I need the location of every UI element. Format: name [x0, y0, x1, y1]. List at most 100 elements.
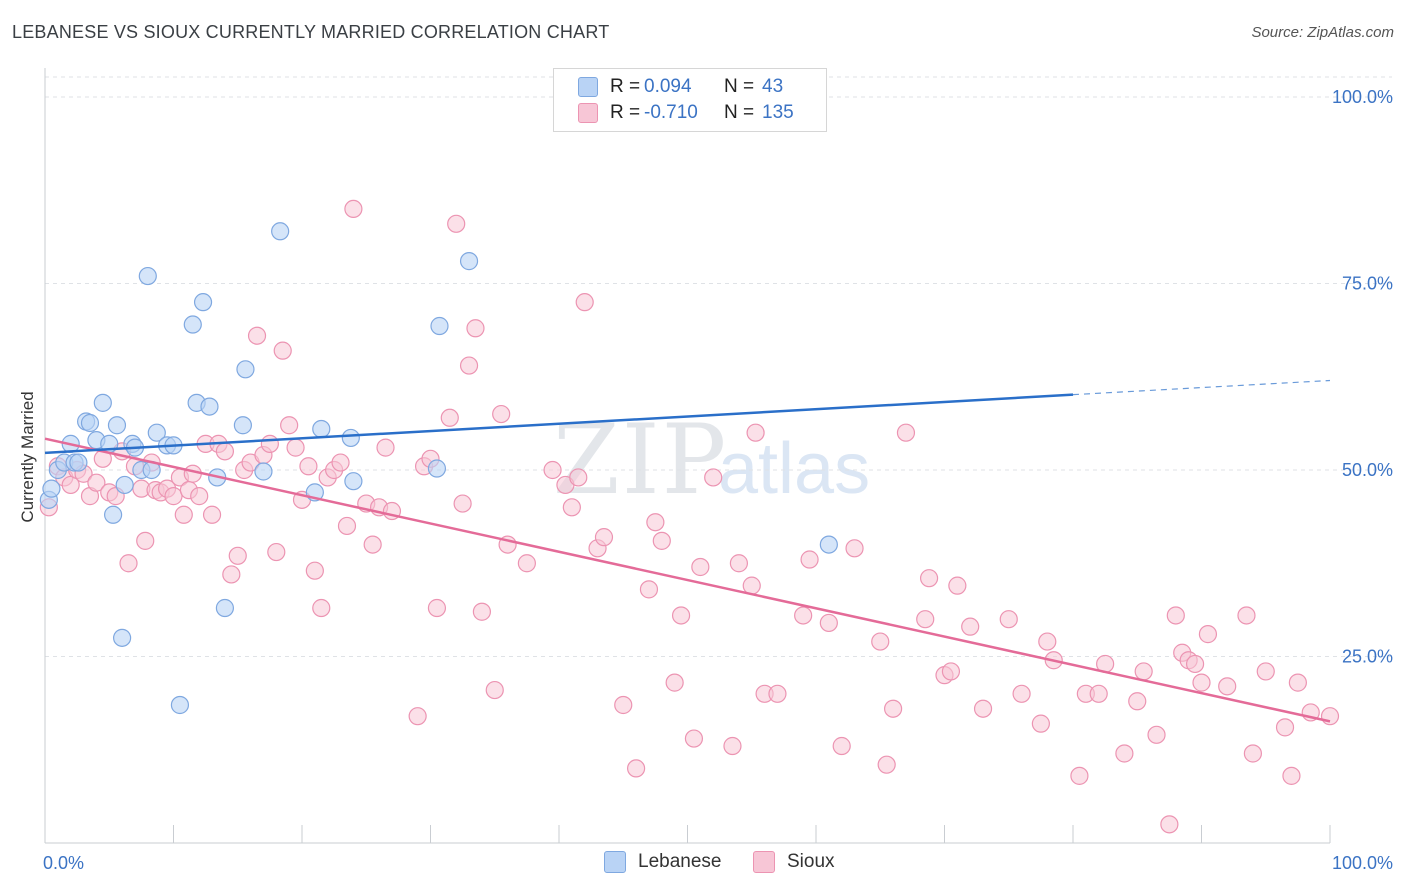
sioux-point	[1282, 766, 1301, 785]
source-credit: Source: ZipAtlas.com	[1251, 24, 1394, 41]
sioux-point	[376, 438, 395, 457]
sioux-point	[871, 632, 890, 651]
sioux-point	[1031, 714, 1050, 733]
n-value: 43	[762, 76, 784, 97]
sioux-point	[485, 680, 504, 700]
y-tick-label: 75.0%	[1342, 274, 1393, 294]
sioux-point	[459, 356, 479, 375]
lebanese-trend-line	[44, 393, 1074, 455]
lebanese-point	[183, 315, 202, 334]
legend-item-sioux: Sioux	[753, 851, 835, 873]
legend-row-sioux: R = -0.710 N = 135	[578, 101, 794, 125]
sioux-point	[492, 404, 511, 424]
sioux-legend-swatch	[753, 851, 775, 873]
r-value: 0.094	[644, 76, 692, 97]
sioux-point	[832, 736, 851, 756]
r-value: -0.710	[644, 102, 698, 123]
sioux-point	[1012, 684, 1031, 703]
n-value: 135	[762, 102, 794, 123]
sioux-point	[222, 565, 241, 584]
lebanese-point	[93, 393, 112, 412]
sioux-point	[1320, 707, 1340, 726]
series-legend: Lebanese Sioux	[0, 851, 1406, 877]
lebanese-point	[80, 413, 100, 433]
sioux-point	[453, 494, 472, 513]
sioux-point	[819, 613, 838, 633]
sioux-point	[174, 505, 193, 524]
lebanese-point	[254, 462, 273, 481]
lebanese-legend-label: Lebanese	[638, 851, 722, 872]
sioux-point	[626, 759, 646, 778]
lebanese-point	[115, 475, 134, 495]
sioux-point	[723, 736, 742, 756]
sioux-point	[427, 598, 447, 618]
lebanese-point	[69, 453, 88, 472]
sioux-point	[916, 610, 935, 629]
sioux-point	[331, 453, 350, 472]
sioux-point	[408, 707, 427, 726]
sioux-point	[447, 214, 466, 233]
lebanese-point	[200, 397, 219, 416]
sioux-point	[973, 699, 993, 718]
sioux-point	[877, 755, 896, 774]
sioux-point	[941, 662, 961, 681]
sioux-point	[202, 505, 222, 524]
lebanese-trend-extension	[1072, 379, 1331, 396]
sioux-point	[305, 561, 324, 580]
sioux-point	[164, 487, 183, 506]
watermark-atlas: atlas	[718, 429, 871, 509]
sioux-point	[228, 546, 247, 565]
sioux-point	[794, 606, 813, 625]
x-tick-label: 100.0%	[1332, 853, 1393, 873]
sioux-point	[363, 535, 382, 554]
sioux-point	[1089, 684, 1108, 703]
sioux-point	[136, 531, 155, 550]
axes	[44, 68, 1331, 844]
sioux-point	[260, 434, 279, 453]
lebanese-point	[104, 505, 123, 524]
sioux-point	[961, 617, 980, 636]
sioux-point	[1115, 744, 1134, 763]
n-label: N =	[724, 76, 755, 97]
sioux-point	[472, 602, 491, 621]
sioux-point	[299, 457, 318, 476]
sioux-point	[800, 550, 819, 569]
legend-row-lebanese: R = 0.094 N = 43	[578, 75, 783, 99]
lebanese-point	[138, 266, 157, 286]
sioux-point	[896, 423, 916, 442]
sioux-point	[1275, 718, 1295, 737]
sioux-point	[665, 673, 684, 692]
sioux-point	[919, 569, 939, 588]
sioux-point	[1070, 766, 1089, 785]
y-tick-label: 100.0%	[1332, 87, 1393, 107]
sioux-point	[286, 438, 305, 457]
lebanese-point	[42, 479, 61, 498]
correlation-legend: R = 0.094 N = 43 R = -0.710 N = 135	[553, 68, 827, 132]
sioux-point	[517, 554, 536, 573]
sioux-point	[1128, 692, 1147, 711]
sioux-point	[729, 554, 749, 573]
r-label: R =	[610, 76, 641, 97]
lebanese-point	[427, 459, 447, 478]
y-axis-label: Currently Married	[18, 391, 37, 522]
lebanese-point	[147, 423, 166, 442]
sioux-point	[1038, 632, 1057, 651]
sioux-point	[1198, 625, 1218, 644]
sioux-point	[639, 580, 659, 599]
sioux-point	[704, 468, 723, 487]
lebanese-point	[107, 416, 127, 435]
sioux-point	[190, 487, 209, 506]
trend-lines	[44, 379, 1331, 723]
sioux-point	[247, 326, 267, 345]
sioux-point	[768, 684, 787, 703]
sioux-point	[312, 598, 331, 618]
lebanese-swatch	[578, 77, 598, 97]
legend-item-lebanese: Lebanese	[604, 851, 721, 873]
sioux-points	[39, 199, 1340, 834]
sioux-swatch	[578, 103, 598, 123]
lebanese-point	[193, 293, 213, 312]
sioux-point	[614, 695, 633, 715]
sioux-point	[845, 539, 864, 558]
sioux-point	[742, 576, 761, 595]
sioux-point	[267, 542, 286, 562]
